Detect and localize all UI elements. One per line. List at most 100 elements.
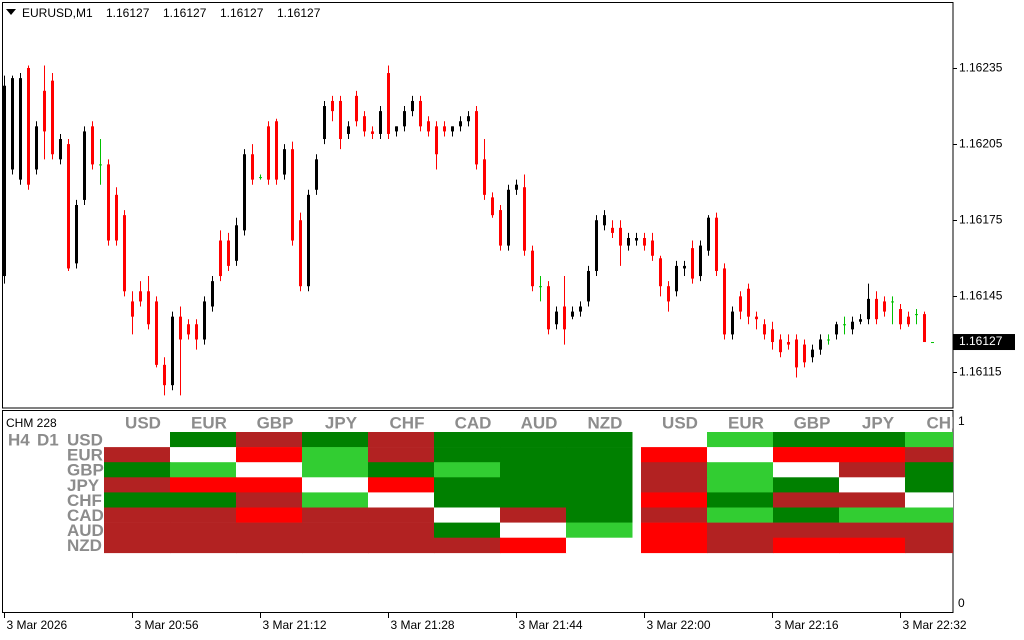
heat-cell	[368, 522, 435, 538]
heat-cell	[566, 432, 633, 448]
candle-body	[427, 121, 430, 132]
heat-cell	[500, 492, 567, 508]
candle-body	[675, 265, 678, 292]
menu-triangle[interactable]	[6, 9, 16, 15]
candle-body	[515, 184, 518, 190]
candle-body	[371, 131, 374, 134]
candle-body	[875, 298, 878, 320]
candle-body	[851, 321, 854, 330]
heat-cell	[500, 447, 567, 463]
candle-body	[899, 309, 902, 325]
candle-body	[571, 311, 574, 317]
heat-cell	[707, 477, 774, 493]
candle-body	[91, 126, 94, 165]
candle-body	[19, 78, 22, 180]
heat-cell	[839, 507, 906, 523]
candle-body	[283, 149, 286, 175]
candle-body	[315, 159, 318, 190]
heat-cell	[641, 492, 708, 508]
heat-cell	[500, 462, 567, 478]
column-label: EUR	[728, 413, 764, 432]
header-price: 1.16127	[163, 6, 207, 20]
row-label: GBP	[67, 461, 104, 480]
candle-body	[531, 250, 534, 287]
heat-cell	[566, 522, 633, 538]
heat-cell	[170, 537, 237, 554]
heat-cell	[170, 447, 237, 463]
column-label: JPY	[862, 413, 895, 432]
column-label: GBP	[794, 413, 831, 432]
x-tick-label: 3 Mar 21:28	[391, 618, 455, 632]
candle-body	[771, 329, 774, 343]
heat-cell	[707, 447, 774, 463]
y-tick-label: 1.16235	[959, 61, 1003, 75]
candle-body	[867, 298, 870, 320]
heat-cell	[236, 477, 303, 493]
heat-cell	[170, 477, 237, 493]
candle-body	[259, 177, 262, 179]
heat-cell	[905, 462, 953, 478]
current-price-label: 1.16127	[959, 334, 1003, 348]
candle-body	[467, 116, 470, 122]
heat-cell	[773, 447, 840, 463]
heat-cell	[905, 492, 953, 508]
candle-body	[419, 100, 422, 127]
indicator-tick-label: 0	[958, 596, 965, 610]
column-label: JPY	[325, 413, 358, 432]
heat-cell	[566, 492, 633, 508]
candle-body	[787, 342, 790, 345]
heat-cell	[236, 462, 303, 478]
y-tick-label: 1.16145	[959, 289, 1003, 303]
candle-body	[843, 324, 846, 326]
candle-body	[827, 339, 830, 341]
row-label: AUD	[67, 521, 104, 540]
heat-cell	[566, 537, 633, 554]
heat-cell	[500, 537, 567, 554]
candle-body	[731, 311, 734, 335]
candle-body	[379, 111, 382, 134]
heat-cell	[839, 432, 906, 448]
candle-body	[763, 324, 766, 335]
candle-body	[547, 286, 550, 330]
heat-cell	[434, 492, 501, 508]
candle-body	[555, 311, 558, 325]
heat-cell	[104, 447, 171, 463]
row-label: USD	[67, 430, 103, 449]
candle-body	[483, 159, 486, 195]
candle-body	[291, 149, 294, 241]
candle-body	[403, 111, 406, 127]
candle-body	[627, 237, 630, 246]
heat-cell	[434, 432, 501, 448]
candle-body	[195, 324, 198, 340]
candle-body	[523, 187, 526, 251]
column-label: USD	[662, 413, 698, 432]
heat-cell	[905, 432, 953, 448]
candle-body	[307, 194, 310, 287]
heat-cell	[434, 507, 501, 523]
y-tick-label: 1.16205	[959, 137, 1003, 151]
heat-cell	[170, 462, 237, 478]
candle-body	[635, 237, 638, 241]
candle-body	[779, 339, 782, 353]
candle-body	[715, 217, 718, 271]
heat-cell	[236, 522, 303, 538]
candle-body	[835, 324, 838, 335]
heat-cell	[839, 492, 906, 508]
heat-cell	[641, 477, 708, 493]
heat-cell	[641, 507, 708, 523]
heat-cell	[104, 492, 171, 508]
x-tick-label: 3 Mar 22:00	[647, 618, 711, 632]
heat-cell	[434, 447, 501, 463]
heat-cell	[170, 507, 237, 523]
heat-cell	[773, 492, 840, 508]
heat-cell	[839, 462, 906, 478]
candle-body	[67, 144, 70, 269]
column-label: CAD	[455, 413, 492, 432]
heat-cell	[170, 522, 237, 538]
heat-cell	[434, 462, 501, 478]
heat-cell	[104, 507, 171, 523]
heat-cell	[368, 477, 435, 493]
row-label: CAD	[67, 506, 104, 525]
candle-body	[691, 248, 694, 279]
candle-body	[915, 314, 918, 316]
